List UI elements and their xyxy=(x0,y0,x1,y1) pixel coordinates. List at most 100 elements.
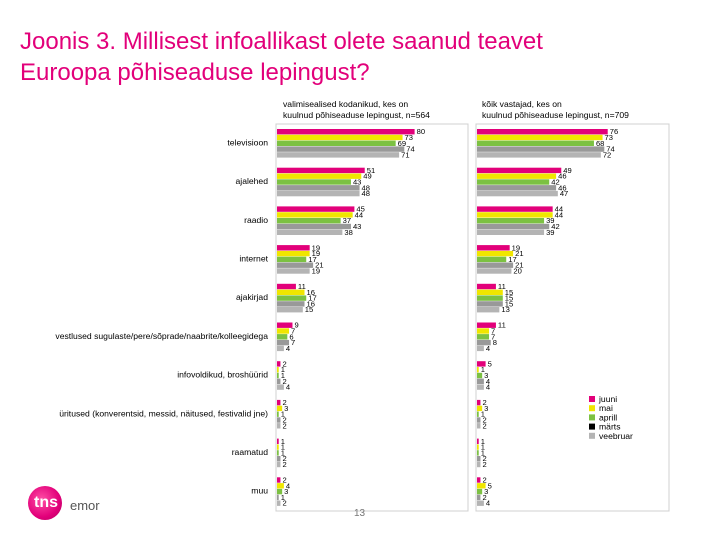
bar xyxy=(277,146,405,152)
bar xyxy=(277,438,279,444)
bar xyxy=(277,167,365,174)
bar xyxy=(277,307,303,313)
category-label: muu xyxy=(251,486,268,496)
bar xyxy=(477,399,481,406)
bar-value-label: 4 xyxy=(286,344,290,353)
bar xyxy=(477,212,553,218)
bar-value-label: 49 xyxy=(363,172,371,181)
bar xyxy=(477,190,558,197)
legend-swatch xyxy=(589,405,595,412)
bar xyxy=(277,268,310,274)
bar xyxy=(477,289,503,295)
legend-swatch xyxy=(589,432,595,439)
bar-value-label: 74 xyxy=(406,145,414,154)
category-label: internet xyxy=(239,253,268,263)
bar-value-label: 15 xyxy=(505,294,513,303)
bar xyxy=(477,494,481,501)
bar xyxy=(277,134,403,141)
bar-value-label: 39 xyxy=(546,228,554,237)
bar xyxy=(477,295,503,301)
bar-value-label: 71 xyxy=(401,150,409,159)
panel-frame-2 xyxy=(475,123,670,512)
bar-value-label: 76 xyxy=(610,127,618,136)
bar-value-label: 3 xyxy=(284,487,288,496)
logo-mark-text: tns xyxy=(34,494,58,511)
bar xyxy=(277,295,307,301)
legend-label: aprill xyxy=(599,412,617,422)
bar xyxy=(477,361,486,367)
bar-value-label: 73 xyxy=(605,133,613,142)
bar xyxy=(277,334,288,340)
bar xyxy=(277,456,281,462)
legend-swatch xyxy=(589,423,595,430)
bar xyxy=(277,483,284,489)
bar-value-label: 44 xyxy=(555,210,563,219)
bar-value-label: 46 xyxy=(558,183,566,192)
bar-value-label: 5 xyxy=(488,359,492,368)
legend-label: märts xyxy=(599,422,620,432)
bar xyxy=(477,268,512,274)
bar-value-label: 1 xyxy=(281,443,285,452)
bar xyxy=(277,289,305,295)
bar-value-label: 47 xyxy=(560,189,568,198)
bar xyxy=(477,345,484,352)
bar-value-label: 16 xyxy=(307,299,315,308)
bar xyxy=(277,367,279,373)
bar-value-label: 2 xyxy=(482,460,486,469)
tns-emor-logo: tns emor xyxy=(24,484,114,524)
bar-value-label: 1 xyxy=(481,365,485,374)
bar xyxy=(477,488,483,495)
bar-value-label: 4 xyxy=(286,481,290,490)
bar-value-label: 19 xyxy=(312,267,320,276)
bar-value-label: 4 xyxy=(486,383,490,392)
category-label: vestlused sugulaste/pere/sõprade/naabrit… xyxy=(55,331,268,341)
bar xyxy=(277,250,310,257)
bar-value-label: 1 xyxy=(281,365,285,374)
bar xyxy=(477,444,479,450)
legend-background xyxy=(571,391,653,441)
bar-value-label: 4 xyxy=(486,377,490,386)
title-line-2: Euroopa põhiseaduse lepingust? xyxy=(20,59,370,86)
bar xyxy=(277,399,281,406)
bar-value-label: 16 xyxy=(307,288,315,297)
bar-value-label: 4 xyxy=(486,499,490,508)
bar-value-label: 2 xyxy=(482,476,486,485)
bar xyxy=(477,450,479,456)
bar-value-label: 3 xyxy=(484,404,488,413)
bar xyxy=(277,494,279,501)
bar xyxy=(277,245,310,251)
bar xyxy=(277,477,281,483)
panel-title-1: valimisealised kodanikud, kes on kuulnud … xyxy=(283,99,430,120)
bar-value-label: 7 xyxy=(291,327,295,336)
bar-value-label: 2 xyxy=(482,398,486,407)
bar xyxy=(277,206,355,212)
bar xyxy=(477,477,481,483)
bar-value-label: 45 xyxy=(356,205,364,214)
bar xyxy=(477,146,605,152)
bar-value-label: 3 xyxy=(284,404,288,413)
bar xyxy=(277,218,341,224)
bar xyxy=(477,152,601,158)
bar xyxy=(477,423,481,429)
bar-value-label: 37 xyxy=(343,216,351,225)
bar xyxy=(477,245,510,251)
bar xyxy=(277,229,343,235)
bar xyxy=(277,411,279,417)
bar-value-label: 6 xyxy=(289,332,293,341)
legend-label: veebruar xyxy=(599,431,633,441)
bar-value-label: 43 xyxy=(353,178,361,187)
bar xyxy=(477,500,484,506)
bar xyxy=(277,461,281,468)
bar xyxy=(277,378,281,384)
bar-value-label: 19 xyxy=(512,243,520,252)
bar-value-label: 73 xyxy=(405,133,413,142)
bar xyxy=(277,423,281,429)
bar-value-label: 17 xyxy=(508,255,516,264)
bar-value-label: 68 xyxy=(596,139,604,148)
bar-value-label: 2 xyxy=(282,416,286,425)
bar xyxy=(477,438,479,444)
bar-value-label: 2 xyxy=(282,398,286,407)
category-label: raamatud xyxy=(232,447,269,457)
bar-value-label: 42 xyxy=(551,178,559,187)
